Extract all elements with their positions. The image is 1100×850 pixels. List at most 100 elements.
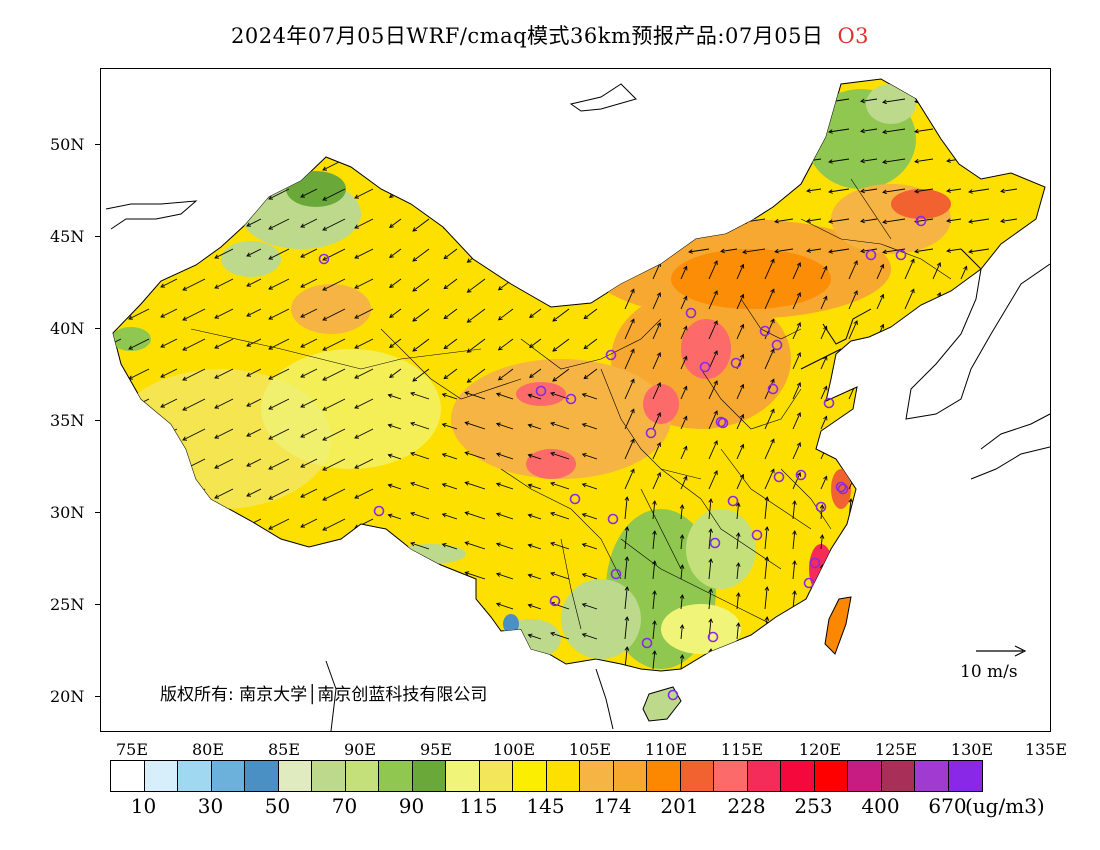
colorbar-swatch <box>178 761 212 791</box>
wind-arrowhead <box>246 582 252 587</box>
wind-arrowhead <box>550 511 556 517</box>
wind-arrowhead <box>720 248 725 254</box>
wind-arrow <box>465 391 486 400</box>
wind-arrowhead <box>300 493 306 498</box>
wind-arrowhead <box>1019 443 1025 449</box>
wind-arrow <box>550 422 570 430</box>
wind-arrowhead <box>107 223 111 226</box>
lon-label-130e: 130E <box>950 740 994 759</box>
wind-arrowhead <box>214 554 220 559</box>
wind-arrowhead <box>666 248 671 253</box>
wind-arrowhead <box>128 555 134 560</box>
wind-arrowhead <box>268 405 274 410</box>
wind-arrowhead <box>551 692 555 696</box>
wind-arrowhead <box>527 573 533 579</box>
wind-arrowhead <box>720 128 725 134</box>
wind-arrow <box>498 368 514 381</box>
wind-arrow <box>214 548 234 559</box>
wind-arrowhead <box>529 343 534 348</box>
wind-arrow <box>820 386 828 400</box>
wind-arrow <box>354 548 374 559</box>
wind-arrowhead <box>602 99 607 105</box>
wind-arrowhead <box>495 482 501 487</box>
wind-arrow <box>528 574 542 580</box>
wind-arrow <box>602 98 626 103</box>
wind-arrow <box>113 458 122 467</box>
wind-arrow <box>904 319 915 340</box>
wind-arrowhead <box>528 694 532 698</box>
wind-arrowhead <box>246 372 252 377</box>
wind-arrow <box>680 624 683 640</box>
wind-arrowhead <box>683 265 688 271</box>
baikal-outline <box>569 83 637 112</box>
wind-arrowhead <box>581 393 587 398</box>
wind-arrowhead <box>182 286 188 291</box>
wind-arrow <box>182 128 206 141</box>
wind-arrowhead <box>107 673 111 676</box>
wind-arrowhead <box>713 290 718 296</box>
wind-arrow <box>412 278 430 292</box>
wind-arrow <box>129 699 149 709</box>
wind-arrowhead <box>656 321 661 327</box>
wind-arrowhead <box>268 345 274 350</box>
wind-arrow <box>602 248 626 253</box>
wind-arrow <box>268 458 290 470</box>
wind-arrow <box>688 188 710 193</box>
wind-arrowhead <box>322 556 328 561</box>
wind-arrowhead <box>322 256 328 261</box>
wind-arrow <box>876 622 880 640</box>
wind-arrowhead <box>683 475 688 481</box>
wind-arrow <box>113 578 122 587</box>
wind-arrowhead <box>860 188 865 194</box>
wind-arrowhead <box>552 347 558 352</box>
wind-arrowhead <box>1019 413 1025 419</box>
wind-arrowhead <box>770 318 775 324</box>
wind-arrow <box>214 668 234 671</box>
wind-arrowhead <box>936 321 941 327</box>
wind-arrow <box>774 248 794 253</box>
wind-arrowhead <box>464 421 470 426</box>
wind-arrow <box>528 514 542 520</box>
wind-arrow <box>160 218 178 228</box>
wind-arrowhead <box>354 104 360 109</box>
wind-arrowhead <box>550 481 556 487</box>
wind-arrow <box>467 98 486 113</box>
wind-arrowhead <box>160 493 166 498</box>
wind-arrowhead <box>932 560 937 565</box>
wind-arrowhead <box>1000 188 1005 194</box>
wind-arrow <box>389 338 402 348</box>
wind-arrow <box>1016 444 1024 460</box>
station-marker <box>707 631 719 643</box>
wind-arrow <box>634 98 654 103</box>
wind-arrow <box>442 393 458 400</box>
wind-arrow <box>214 488 234 499</box>
wind-arrow <box>160 398 178 408</box>
wind-arrow <box>113 308 122 317</box>
wind-arrowhead <box>412 197 418 202</box>
wind-arrowhead <box>387 483 393 489</box>
wind-arrowhead <box>946 218 951 223</box>
wind-arrowhead <box>497 693 501 697</box>
wind-arrowhead <box>679 534 685 539</box>
wind-arrow <box>552 338 570 352</box>
wind-arrowhead <box>875 532 881 537</box>
wind-arrow <box>410 602 430 610</box>
wind-arrowhead <box>529 193 534 198</box>
wind-arrowhead <box>300 553 306 558</box>
wind-arrowhead <box>107 193 111 196</box>
colorbar-swatch <box>278 761 312 791</box>
wind-arrowhead <box>412 317 418 322</box>
wind-arrowhead <box>552 317 558 322</box>
wind-arrowhead <box>904 646 910 651</box>
wind-arrowhead <box>652 650 657 655</box>
colorbar-swatch <box>915 761 949 791</box>
wind-arrowhead <box>129 676 133 679</box>
wind-arrow <box>1016 592 1020 610</box>
wind-arrowhead <box>959 564 965 569</box>
wind-arrowhead <box>932 590 937 595</box>
wind-arrowhead <box>322 196 328 201</box>
wind-arrowhead <box>322 496 328 501</box>
wind-arrowhead <box>300 343 306 348</box>
wind-arrowhead <box>736 683 740 687</box>
wind-arrow <box>442 483 458 490</box>
